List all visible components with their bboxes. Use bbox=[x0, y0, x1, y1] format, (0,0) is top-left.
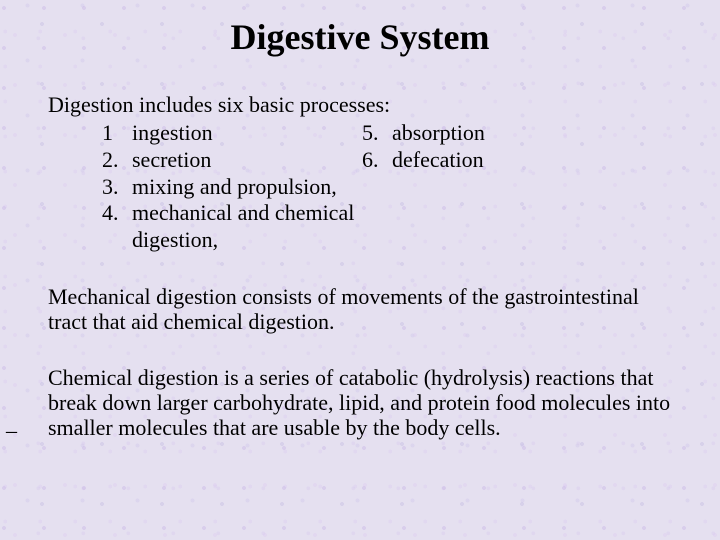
process-list: 1 ingestion 5. absorption 2. secretion 6… bbox=[102, 120, 672, 254]
list-row: 4. mechanical and chemical digestion, bbox=[102, 200, 672, 254]
list-row: 1 ingestion 5. absorption bbox=[102, 120, 672, 147]
slide-title: Digestive System bbox=[48, 16, 672, 58]
list-number: 3. bbox=[102, 174, 132, 201]
slide: Digestive System Digestion includes six … bbox=[0, 0, 720, 540]
list-number: 1 bbox=[102, 120, 132, 147]
list-number: 6. bbox=[362, 147, 392, 174]
list-label: mechanical and chemical digestion, bbox=[132, 200, 362, 254]
list-number: 5. bbox=[362, 120, 392, 147]
list-number: 4. bbox=[102, 200, 132, 254]
list-label: ingestion bbox=[132, 120, 362, 147]
list-label: mixing and propulsion, bbox=[132, 174, 362, 201]
paragraph-mechanical: Mechanical digestion consists of movemen… bbox=[48, 284, 672, 335]
underscore-marker: _ bbox=[6, 410, 17, 436]
list-label: absorption bbox=[392, 120, 485, 147]
list-number: 2. bbox=[102, 147, 132, 174]
lead-text: Digestion includes six basic processes: bbox=[48, 92, 672, 118]
paragraph-chemical: Chemical digestion is a series of catabo… bbox=[48, 365, 672, 441]
list-row: 2. secretion 6. defecation bbox=[102, 147, 672, 174]
list-label: defecation bbox=[392, 147, 484, 174]
list-label: secretion bbox=[132, 147, 362, 174]
list-row: 3. mixing and propulsion, bbox=[102, 174, 672, 201]
